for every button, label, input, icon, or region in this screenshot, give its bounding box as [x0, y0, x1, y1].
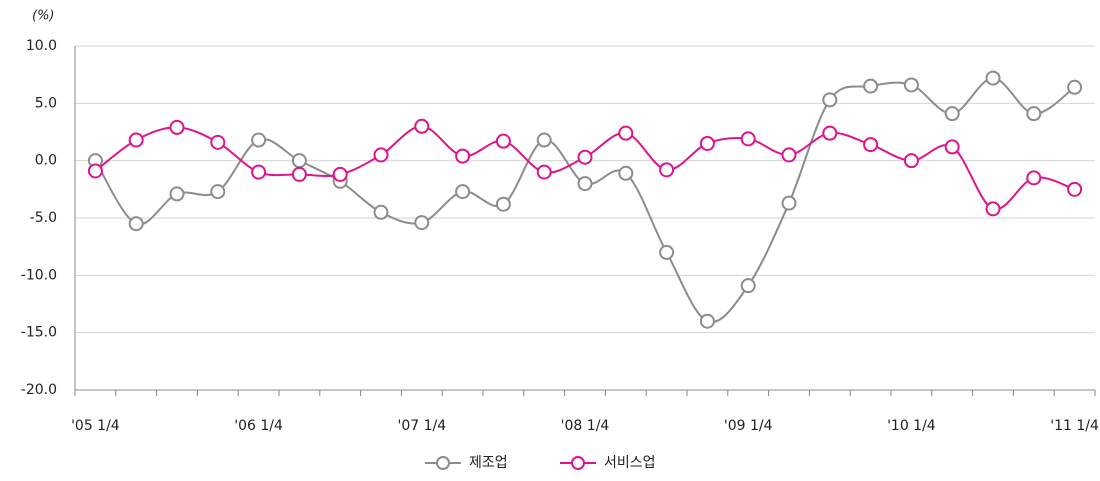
data-point: [169, 119, 185, 135]
data-point: [128, 132, 144, 148]
series-line: [94, 125, 1075, 211]
data-point: [618, 165, 634, 181]
legend-marker: [436, 456, 450, 470]
data-point: [495, 133, 511, 149]
data-point: [863, 137, 879, 153]
data-point: [659, 162, 675, 178]
data-point: [822, 125, 838, 141]
data-point: [414, 215, 430, 231]
data-point: [577, 149, 593, 165]
data-point: [903, 153, 919, 169]
data-point: [740, 131, 756, 147]
data-point: [414, 118, 430, 134]
data-point: [128, 216, 144, 232]
data-point: [455, 184, 471, 200]
data-point: [903, 77, 919, 93]
x-tick-label: '08 1/4: [561, 418, 610, 434]
data-point: [659, 244, 675, 260]
data-point: [455, 148, 471, 164]
y-tick-label: -15.0: [21, 325, 57, 341]
data-point: [781, 195, 797, 211]
data-point: [1026, 170, 1042, 186]
y-tick-label: 0.0: [35, 153, 57, 169]
data-point: [87, 163, 103, 179]
data-point: [1067, 181, 1083, 197]
data-point: [740, 278, 756, 294]
data-point: [1026, 106, 1042, 122]
x-tick-label: '11 1/4: [1050, 418, 1099, 434]
data-point: [251, 132, 267, 148]
data-point: [373, 147, 389, 163]
data-point: [210, 134, 226, 150]
legend-label: 서비스업: [604, 455, 656, 471]
data-point: [822, 92, 838, 108]
data-point: [863, 78, 879, 94]
data-point: [577, 176, 593, 192]
data-point: [618, 125, 634, 141]
data-point: [495, 196, 511, 212]
data-point: [373, 204, 389, 220]
series-line: [94, 77, 1076, 324]
data-point: [291, 166, 307, 182]
data-point: [985, 201, 1001, 217]
data-point: [332, 166, 348, 182]
y-tick-label: -20.0: [21, 382, 57, 398]
x-tick-label: '05 1/4: [71, 418, 120, 434]
data-point: [169, 186, 185, 202]
data-point: [251, 164, 267, 180]
data-point: [781, 147, 797, 163]
y-tick-label: 5.0: [35, 95, 57, 111]
data-point: [536, 132, 552, 148]
legend-marker: [571, 456, 585, 470]
x-tick-label: '09 1/4: [724, 418, 773, 434]
unit-label: (%): [32, 9, 55, 24]
x-tick-label: '06 1/4: [234, 418, 283, 434]
data-point: [699, 135, 715, 151]
data-point: [985, 70, 1001, 86]
legend-label: 제조업: [469, 455, 508, 471]
data-point: [944, 139, 960, 155]
data-point: [536, 164, 552, 180]
data-point: [699, 313, 715, 329]
data-point: [944, 106, 960, 122]
x-tick-label: '10 1/4: [887, 418, 936, 434]
x-tick-label: '07 1/4: [397, 418, 446, 434]
data-point: [210, 184, 226, 200]
y-tick-label: -10.0: [21, 267, 57, 283]
y-tick-label: 10.0: [26, 38, 57, 54]
data-point: [1067, 79, 1083, 95]
y-tick-label: -5.0: [30, 210, 57, 226]
data-point: [291, 153, 307, 169]
